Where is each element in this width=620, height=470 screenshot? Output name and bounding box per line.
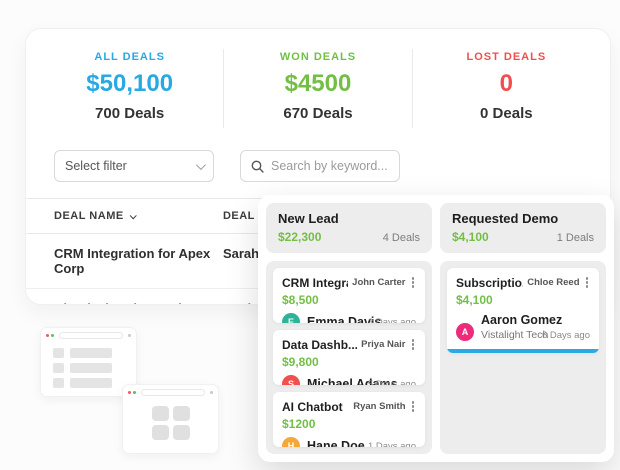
cell-deal-owner: Daniel C [223,301,360,304]
deal-card-contact: Michael Adams [307,377,398,385]
kanban-column-header[interactable]: New Lead $22,300 4 Deals [266,203,432,253]
filter-bar: Select filter [26,142,610,182]
filter-select[interactable]: Select filter [54,150,214,182]
card-menu-icon[interactable] [584,276,591,289]
avatar: H [282,437,300,447]
kanban-column-body: Subscriptio... Chloe Reed $4,100 A Aaron… [440,261,606,454]
cell-deal-name: Cloud Migration Project [54,301,223,304]
deal-card-contact: Aaron Gomez [481,313,563,327]
kanban-column-title: New Lead [278,211,339,226]
deal-card-amount: $9,800 [282,355,319,369]
stats-summary-row: ALL DEALS $50,100 700 Deals WON DEALS $4… [26,29,610,142]
column-header-deal-name[interactable]: DEAL NAME [54,210,223,222]
avatar: E [282,313,300,323]
stat-all-deals-label: ALL DEALS [94,51,165,63]
deal-card-age: 3 Days ago [367,316,416,324]
deal-card[interactable]: CRM Integra... John Carter $8,500 E Emma… [273,268,425,323]
url-bar [59,332,123,339]
window-dot-green-icon [133,391,136,394]
cell-deal-name: CRM Integration for Apex Corp [54,246,211,276]
card-menu-icon[interactable] [410,338,417,351]
avatar: S [282,375,300,385]
chevron-down-icon [195,159,206,170]
browser-titlebar [41,328,136,341]
deal-card[interactable]: Data Dashb... Priya Nair $9,800 S Michae… [273,330,425,385]
window-dot-gray-icon [210,391,213,394]
stat-all-deals-count: 700 Deals [95,105,165,122]
browser-window-illustration-list [40,327,137,397]
deal-card-amount: $1200 [282,417,316,431]
window-dot-gray-icon [128,334,131,337]
stat-lost-deals-value: 0 [499,70,513,97]
deal-card-owner: Priya Nair [361,339,406,350]
window-dot-green-icon [51,334,54,337]
kanban-board-panel: New Lead $22,300 4 Deals CRM Integra... … [258,195,614,462]
deal-card-amount: $8,500 [282,293,319,307]
stat-lost-deals: LOST DEALS 0 0 Deals [411,49,600,128]
kanban-column-header[interactable]: Requested Demo $4,100 1 Deals [440,203,606,253]
card-menu-icon[interactable] [410,400,417,413]
deal-card-contact: Emma Davis [307,315,382,323]
kanban-column-count: 4 Deals [382,232,420,244]
stat-won-deals-label: WON DEALS [279,51,357,63]
stat-lost-deals-count: 0 Deals [480,105,533,122]
column-header-deal-name-label: DEAL NAME [54,210,124,222]
deal-card-owner: Ryan Smith [353,401,406,412]
kanban-column-amount: $4,100 [452,230,489,244]
deal-card-title: Subscriptio... [456,276,523,290]
stat-all-deals: ALL DEALS $50,100 700 Deals [36,49,223,128]
deal-card-title: AI Chatbot [282,400,343,414]
deal-card-contact: Hane Doe [307,439,365,447]
stat-all-deals-value: $50,100 [86,70,174,97]
search-icon [251,160,264,173]
browser-titlebar [123,385,218,398]
stat-won-deals: WON DEALS $4500 670 Deals [223,49,411,128]
stat-lost-deals-label: LOST DEALS [466,51,547,63]
list-placeholder [41,341,136,395]
kanban-column-requested-demo: Requested Demo $4,100 1 Deals Subscripti… [440,203,606,454]
grid-placeholder [123,406,218,440]
url-bar [141,389,205,396]
deal-card-company: Vistalight Tech [481,329,549,341]
deal-card-age: 5 Days ago [367,378,416,386]
table-row[interactable]: Cloud Migration Project Daniel C [26,289,610,304]
deal-card[interactable]: Subscriptio... Chloe Reed $4,100 A Aaron… [447,268,599,353]
browser-window-illustration-grid [122,384,219,454]
card-progress-bar [447,349,599,353]
stat-won-deals-count: 670 Deals [283,105,353,122]
kanban-column-title: Requested Demo [452,211,559,226]
sort-chevron-icon [129,211,137,219]
kanban-column-count: 1 Deals [556,232,594,244]
stat-won-deals-value: $4500 [284,70,352,97]
filter-select-label: Select filter [65,159,127,173]
deal-card-title: Data Dashb... [282,338,358,352]
deal-card-amount: $4,100 [456,293,493,307]
kanban-column-new-lead: New Lead $22,300 4 Deals CRM Integra... … [266,203,432,454]
kanban-column-amount: $22,300 [278,230,322,244]
avatar: A [456,323,474,341]
card-menu-icon[interactable] [410,276,417,289]
keyword-search[interactable] [240,150,400,182]
deal-card-owner: Chloe Reed [527,277,580,288]
deal-card-title: CRM Integra... [282,276,348,290]
deal-card[interactable]: AI Chatbot Ryan Smith $1200 H Hane Doe 1… [273,392,425,447]
search-input[interactable] [271,159,389,173]
window-dot-red-icon [128,391,131,394]
kanban-column-body: CRM Integra... John Carter $8,500 E Emma… [266,261,432,454]
deal-card-age: 1 Days ago [367,440,416,448]
deal-card-owner: John Carter [352,277,406,288]
window-dot-red-icon [46,334,49,337]
deal-card-age: 6 Days ago [541,330,590,341]
